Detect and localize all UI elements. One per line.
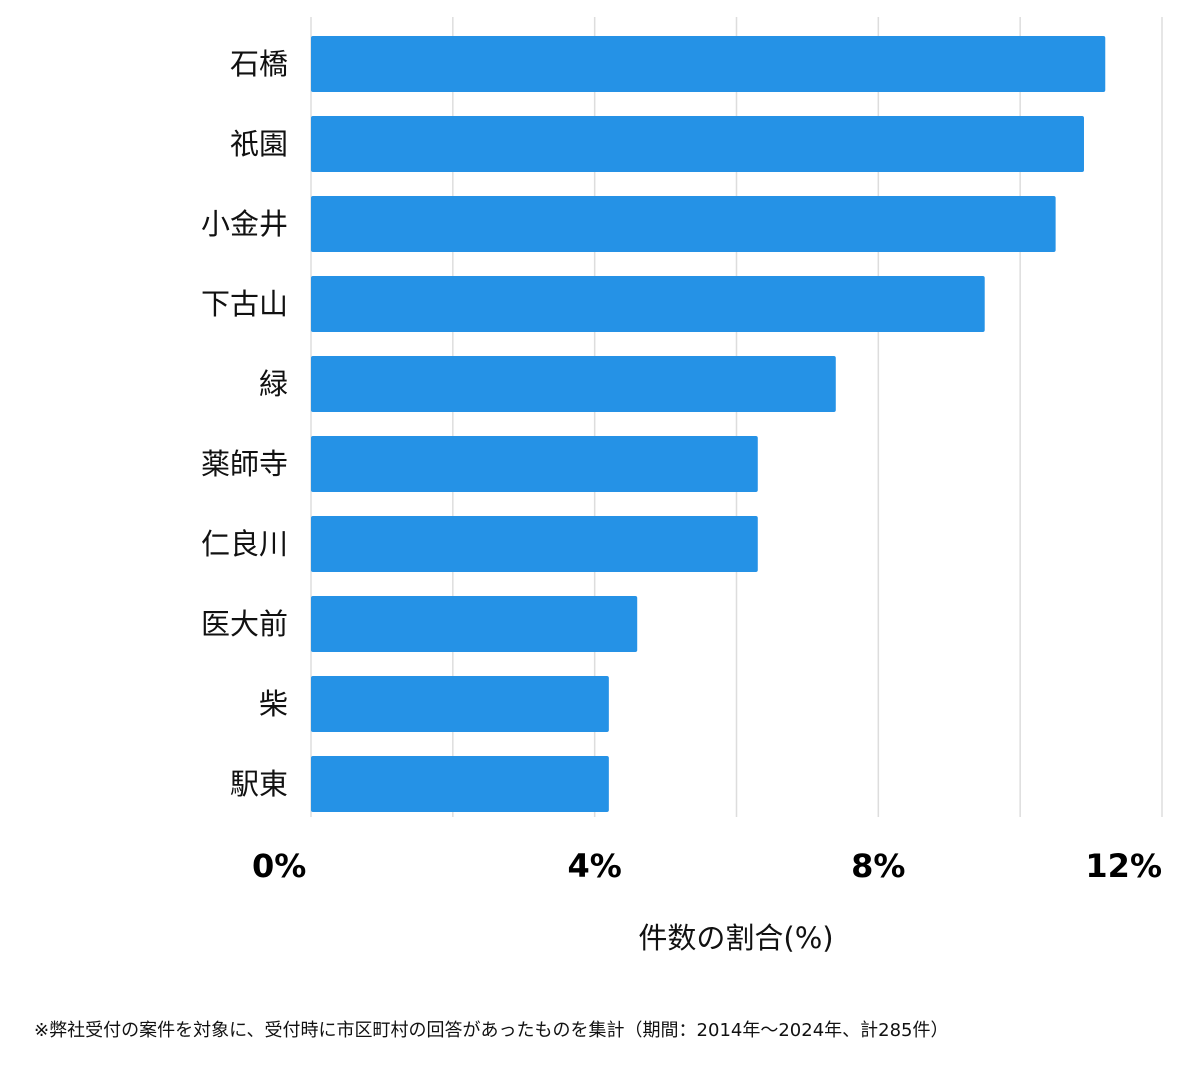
bar-8 — [311, 676, 609, 732]
footnote: ※弊社受付の案件を対象に、受付時に市区町村の回答があったものを集計（期間：201… — [34, 1020, 949, 1041]
x-tick-label-3: 12% — [1085, 847, 1162, 885]
x-tick-labels: 0% 4% 8% 12% — [252, 847, 1162, 885]
x-axis-title: 件数の割合(%) — [638, 921, 833, 955]
bar-4 — [311, 356, 836, 412]
category-label-0: 石橋 — [230, 47, 288, 81]
bar-3 — [311, 276, 985, 332]
x-tick-label-0: 0% — [252, 847, 306, 885]
bar-9 — [311, 756, 609, 812]
bar-7 — [311, 596, 638, 652]
category-label-7: 医大前 — [201, 607, 288, 641]
bar-0 — [311, 36, 1106, 92]
category-label-4: 緑 — [259, 367, 288, 401]
category-label-5: 薬師寺 — [201, 447, 288, 481]
bar-2 — [311, 196, 1056, 252]
bar-5 — [311, 436, 758, 492]
bar-1 — [311, 116, 1084, 172]
bar-6 — [311, 516, 758, 572]
category-label-1: 祇園 — [230, 127, 288, 161]
category-label-2: 小金井 — [201, 207, 288, 241]
category-label-8: 柴 — [259, 687, 288, 721]
category-label-6: 仁良川 — [201, 527, 288, 561]
bars — [311, 36, 1106, 812]
x-tick-label-2: 8% — [851, 847, 905, 885]
category-label-9: 駅東 — [230, 767, 288, 801]
category-label-3: 下古山 — [201, 287, 288, 321]
x-tick-label-1: 4% — [568, 847, 622, 885]
